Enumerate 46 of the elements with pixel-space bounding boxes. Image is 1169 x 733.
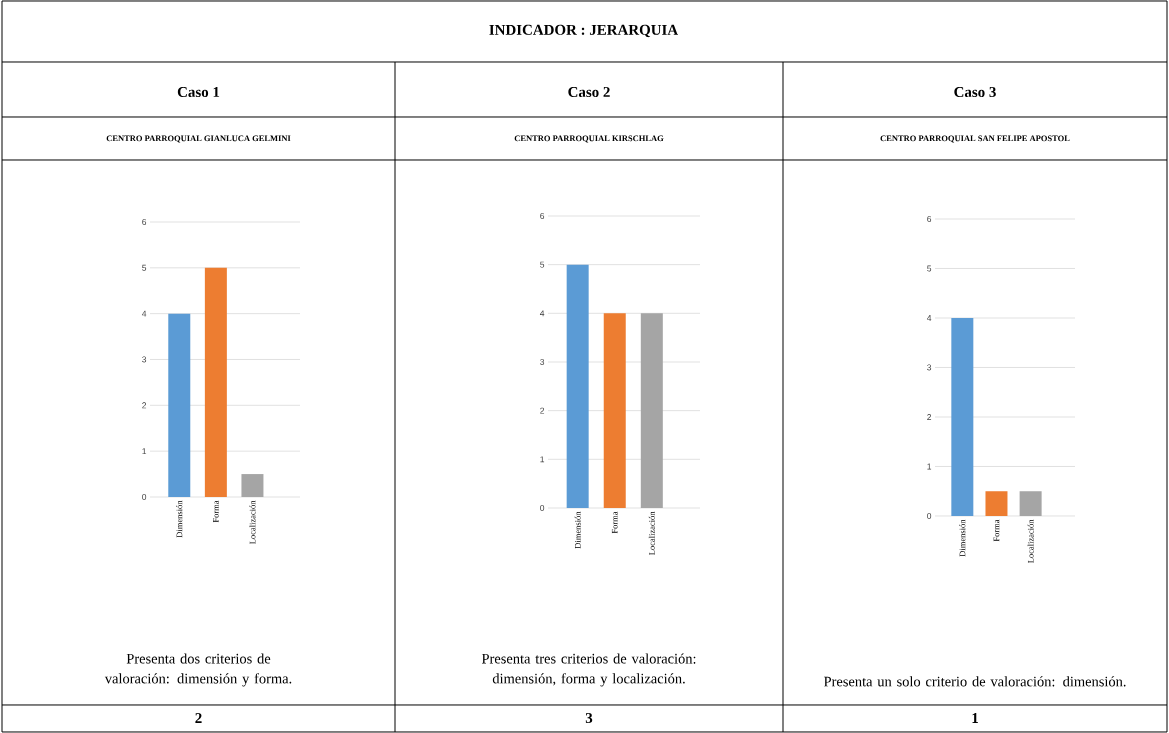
text: 1 bbox=[972, 713, 978, 723]
bar bbox=[168, 313, 191, 497]
y-tick-label: 5 bbox=[142, 264, 147, 271]
chart-title: Caso 2 bbox=[568, 86, 610, 97]
y-tick-label: 0 bbox=[142, 493, 147, 500]
x-tick-label: Dimensión bbox=[176, 500, 183, 538]
y-tick-label: 6 bbox=[927, 216, 932, 222]
y-tick-label: 3 bbox=[927, 364, 932, 371]
y-tick-label: 4 bbox=[926, 315, 932, 321]
y-tick-label: 2 bbox=[142, 402, 147, 409]
text: INDICADOR : JERARQUIA bbox=[489, 24, 678, 38]
chart-title: Caso 3 bbox=[954, 86, 996, 97]
y-tick-label: 0 bbox=[540, 504, 545, 511]
text: Presenta dos criterios de valoración: dimensión y forma. bbox=[104, 653, 292, 687]
y-tick-label: 6 bbox=[142, 219, 147, 225]
y-tick-label: 1 bbox=[142, 448, 147, 455]
y-tick-label: 5 bbox=[540, 261, 545, 268]
x-tick-label: Localización bbox=[249, 500, 256, 544]
text: 3 bbox=[585, 712, 593, 723]
y-tick-label: 1 bbox=[540, 456, 545, 463]
text: Presenta tres criterios de valoración: dimensión, forma y localización. bbox=[481, 653, 696, 687]
x-tick-label: Dimensión bbox=[574, 511, 581, 549]
y-tick-label: 3 bbox=[142, 356, 147, 363]
y-tick-label: 4 bbox=[539, 310, 545, 317]
y-tick-label: 5 bbox=[927, 265, 932, 272]
y-tick-label: 3 bbox=[540, 358, 545, 365]
chart-subtitle: CENTRO PARROQUIAL GIANLUCA GELMINI bbox=[106, 135, 291, 143]
text: Presenta un solo criterio de valoración: dimensión. bbox=[823, 676, 1126, 687]
bar bbox=[204, 267, 227, 497]
x-tick-label: Forma bbox=[213, 500, 219, 523]
y-tick-label: 4 bbox=[141, 310, 147, 317]
x-tick-label: Localización bbox=[648, 511, 655, 555]
y-tick-label: 2 bbox=[927, 414, 932, 420]
y-tick-label: 6 bbox=[540, 213, 545, 219]
y-tick-label: 2 bbox=[540, 407, 545, 414]
bar bbox=[241, 474, 264, 497]
x-tick-label: Forma bbox=[611, 511, 618, 534]
chart-subtitle: CENTRO PARROQUIAL KIRSCHLAG bbox=[514, 135, 664, 143]
y-tick-label: 1 bbox=[927, 463, 932, 470]
y-tick-label: 0 bbox=[927, 512, 932, 519]
chart-title: Caso 1 bbox=[177, 86, 220, 97]
chart-subtitle: CENTRO PARROQUIAL SAN FELIPE APOSTOL bbox=[880, 135, 1070, 143]
x-tick-label: Dimensión bbox=[959, 519, 966, 557]
x-tick-label: Localización bbox=[1027, 519, 1034, 563]
x-tick-label: Forma bbox=[993, 519, 1000, 542]
text: 2 bbox=[195, 713, 202, 723]
